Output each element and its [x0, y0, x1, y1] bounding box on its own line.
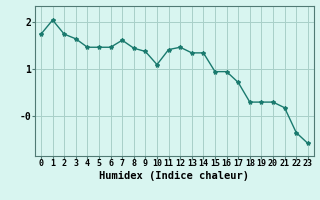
X-axis label: Humidex (Indice chaleur): Humidex (Indice chaleur): [100, 171, 249, 181]
